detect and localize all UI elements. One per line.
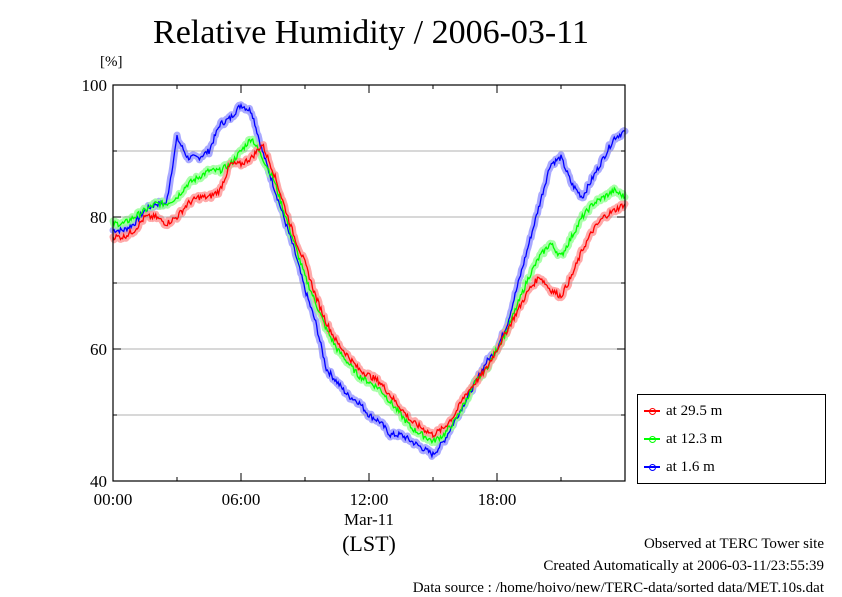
chart-title: Relative Humidity / 2006-03-11 <box>153 14 589 51</box>
y-tick-label: 40 <box>90 472 107 491</box>
x-tick-label: 12:00 <box>350 490 389 509</box>
legend-item-12-3m: at 12.3 m <box>644 429 722 449</box>
y-tick-label: 80 <box>90 208 107 227</box>
footer-observed: Observed at TERC Tower site <box>643 536 824 552</box>
series-line <box>112 138 626 445</box>
legend-label: at 1.6 m <box>666 458 715 475</box>
footer-created: Created Automatically at 2006-03-11/23:5… <box>543 558 824 574</box>
x-axis-label: (LST) <box>342 531 396 556</box>
y-tick-label: 60 <box>90 340 107 359</box>
series-line <box>112 102 626 459</box>
x-tick-label: 06:00 <box>222 490 261 509</box>
footer-source: Data source : /home/hoivo/new/TERC-data/… <box>412 580 824 596</box>
y-axis-unit-label: [%] <box>100 54 123 70</box>
legend-label: at 12.3 m <box>666 430 723 447</box>
legend-swatch-blue <box>644 464 660 471</box>
legend-swatch-green <box>644 436 660 443</box>
x-axis-date-label: Mar-11 <box>344 510 394 529</box>
x-tick-label: 00:00 <box>94 490 133 509</box>
x-tick-label: 18:00 <box>478 490 517 509</box>
legend-swatch-red <box>644 408 660 415</box>
legend-label: at 29.5 m <box>666 402 723 419</box>
legend: at 29.5 m at 12.3 m at 1.6 m <box>637 394 826 484</box>
series-line <box>112 143 626 438</box>
legend-item-1-6m: at 1.6 m <box>644 457 715 477</box>
legend-item-29-5m: at 29.5 m <box>644 401 722 421</box>
y-tick-label: 100 <box>82 76 108 95</box>
